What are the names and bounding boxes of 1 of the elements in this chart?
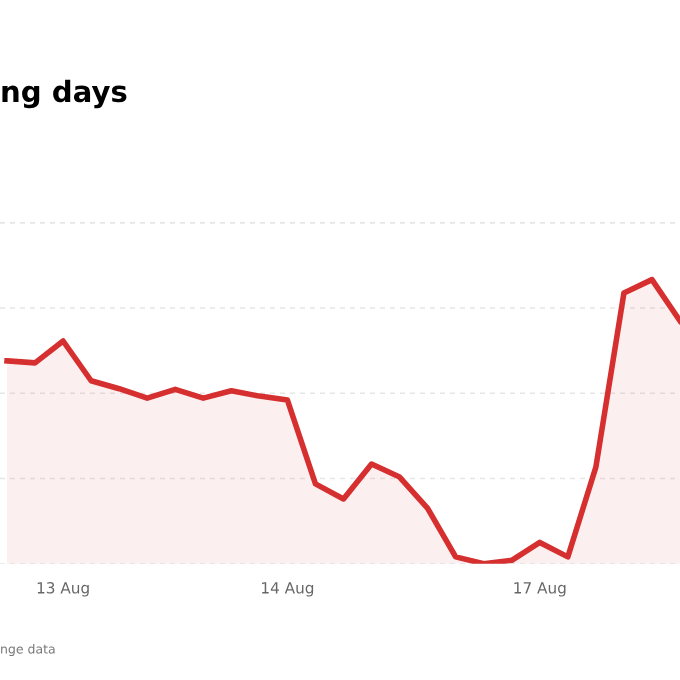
chart-title: ng days [2,79,127,109]
